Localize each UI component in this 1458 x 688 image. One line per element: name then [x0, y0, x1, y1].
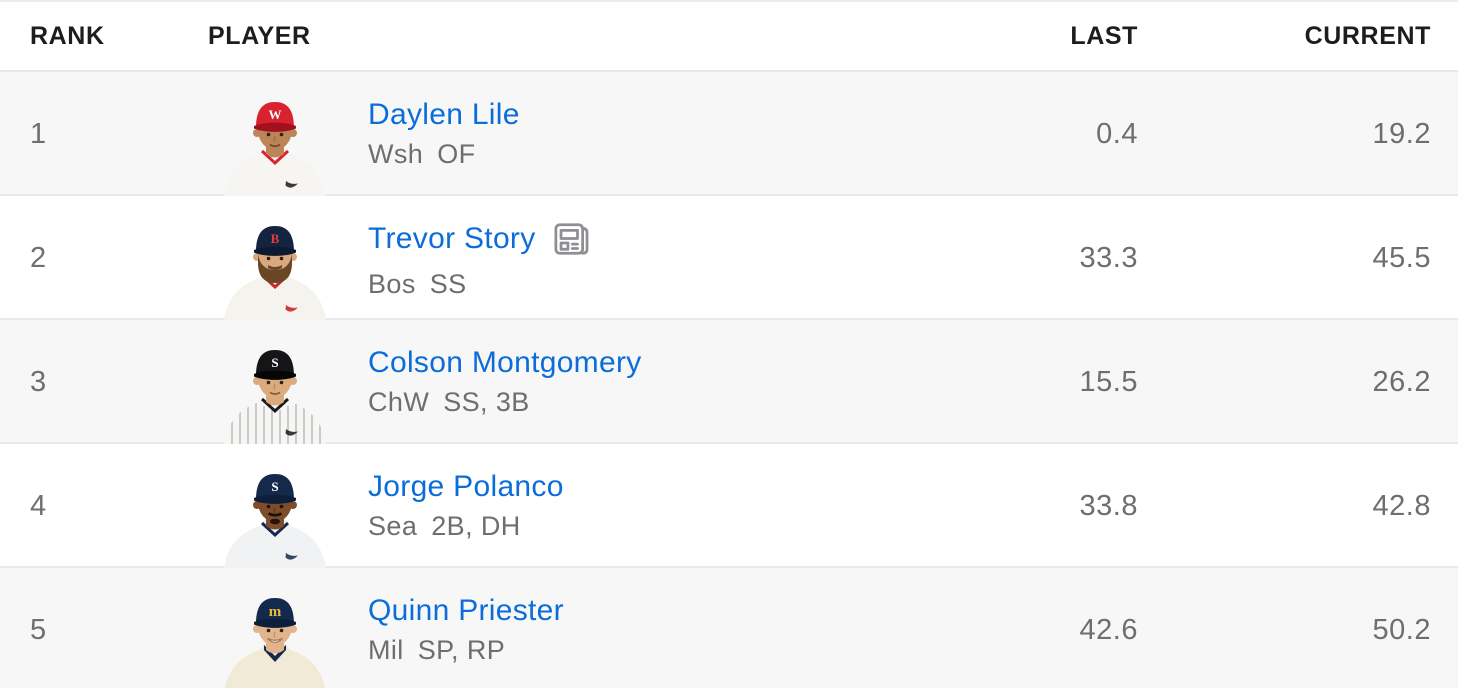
cap-logo: S: [271, 355, 278, 370]
player-name-link[interactable]: Daylen Lile: [368, 98, 520, 132]
cap-logo: m: [269, 604, 282, 620]
player-positions: SP, RP: [417, 635, 506, 666]
cap-brim: [254, 494, 296, 504]
player-positions: 2B, DH: [431, 511, 521, 542]
column-header-player: PLAYER: [208, 21, 311, 50]
player-current-value: 19.2: [1372, 117, 1431, 150]
player-row: 4 S: [0, 444, 1458, 568]
cap: [256, 102, 294, 128]
jersey: [224, 148, 326, 196]
cap: [256, 226, 294, 252]
player-rank: 1: [30, 117, 47, 150]
player-current-value: 26.2: [1372, 365, 1431, 398]
cap-logo: B: [271, 231, 280, 246]
player-team-positions: Wsh OF: [368, 139, 520, 170]
player-last-value: 33.8: [1079, 489, 1138, 522]
column-header-current: CURRENT: [1304, 21, 1431, 50]
jersey: [224, 272, 326, 320]
cap-brim: [254, 618, 296, 628]
smile: [267, 637, 283, 643]
player-team: Bos: [368, 268, 416, 299]
player-team-positions: Bos SS: [368, 268, 594, 300]
cap-logo: S: [271, 479, 278, 494]
player-team-positions: Sea 2B, DH: [368, 511, 564, 542]
news-icon[interactable]: [550, 217, 594, 261]
player-current-value: 42.8: [1372, 489, 1431, 522]
player-rank: 4: [30, 489, 47, 522]
player-current-value: 45.5: [1372, 241, 1431, 274]
mustache: [267, 512, 283, 517]
cap-brim: [254, 122, 296, 132]
column-header-last: LAST: [1070, 21, 1138, 50]
player-rank: 2: [30, 241, 47, 274]
player-row: 1 W Da: [0, 72, 1458, 196]
table-header: RANK PLAYER LAST CURRENT: [0, 0, 1458, 72]
cap: [256, 598, 294, 624]
player-current-value: 50.2: [1372, 613, 1431, 646]
cap: [256, 350, 294, 376]
player-headshot[interactable]: m: [220, 592, 330, 688]
player-headshot[interactable]: S: [220, 344, 330, 444]
player-last-value: 15.5: [1079, 365, 1138, 398]
player-team: Sea: [368, 511, 418, 542]
jersey: [224, 644, 326, 688]
player-name-link[interactable]: Trevor Story: [368, 222, 536, 256]
player-last-value: 33.3: [1079, 241, 1138, 274]
cap-brim: [254, 246, 296, 256]
player-name-link[interactable]: Quinn Priester: [368, 594, 564, 628]
player-last-value: 42.6: [1079, 613, 1138, 646]
player-headshot[interactable]: W: [220, 96, 330, 196]
player-row: 3: [0, 320, 1458, 444]
player-headshot[interactable]: B: [220, 220, 330, 320]
player-row: 2 B Tr: [0, 196, 1458, 320]
swoosh: [285, 305, 298, 312]
cap-logo: W: [269, 107, 282, 122]
player-last-value: 0.4: [1096, 117, 1138, 150]
player-row: 5 m: [0, 568, 1458, 688]
beard: [258, 254, 292, 283]
player-headshot[interactable]: S: [220, 468, 330, 568]
player-rank: 3: [30, 365, 47, 398]
player-team-positions: Mil SP, RP: [368, 635, 564, 666]
undershirt: [264, 645, 286, 662]
player-team-positions: ChW SS, 3B: [368, 387, 642, 418]
goatee: [270, 518, 280, 525]
player-team: Wsh: [368, 139, 424, 170]
player-positions: SS, 3B: [443, 387, 530, 418]
player-team: ChW: [368, 387, 430, 418]
player-name-link[interactable]: Jorge Polanco: [368, 470, 564, 504]
jersey: [224, 396, 326, 444]
swoosh: [285, 181, 298, 188]
swoosh: [285, 553, 298, 560]
swoosh: [285, 429, 298, 436]
player-rank: 5: [30, 613, 47, 646]
player-positions: OF: [437, 139, 476, 170]
cap-brim: [254, 370, 296, 380]
cap: [256, 474, 294, 500]
player-positions: SS: [429, 268, 467, 299]
player-name-link[interactable]: Colson Montgomery: [368, 346, 642, 380]
player-team: Mil: [368, 635, 404, 666]
column-header-rank: RANK: [30, 21, 105, 50]
jersey: [224, 520, 326, 568]
